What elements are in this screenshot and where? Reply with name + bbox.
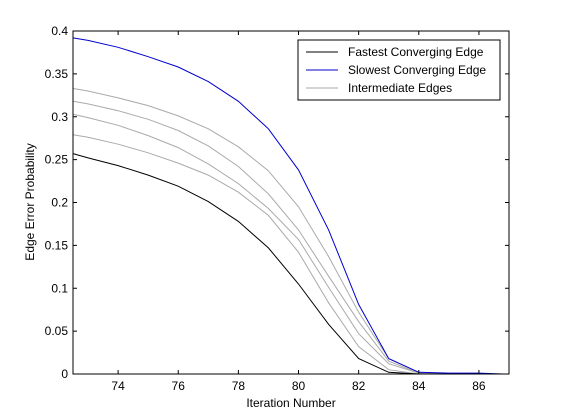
y-tick-label: 0.2: [51, 196, 68, 210]
legend: Fastest Converging Edge Slowest Convergin…: [297, 39, 501, 101]
y-tick-label: 0: [61, 367, 68, 381]
series-line-intermediate-edge-3: [72, 113, 479, 375]
y-tick-label: 0.15: [45, 238, 69, 252]
x-axis-label: Iteration Number: [246, 396, 335, 410]
legend-label: Intermediate Edges: [348, 81, 452, 95]
y-tick-label: 0.1: [51, 281, 68, 295]
x-tick-label: 74: [111, 379, 125, 393]
series-line-fastest-converging-edge: [72, 153, 479, 375]
y-tick-label: 0.3: [51, 110, 68, 124]
series-line-intermediate-edge-4: [72, 100, 479, 375]
y-tick-label: 0.4: [51, 24, 68, 38]
series-layer: [72, 37, 504, 375]
legend-label: Slowest Converging Edge: [348, 63, 486, 77]
plot-area-frame: [72, 30, 510, 375]
x-tick-label: 80: [292, 379, 306, 393]
y-axis-label: Edge Error Probability: [23, 143, 37, 260]
y-tick-label: 0.05: [45, 324, 69, 338]
y-tick-label: 0.25: [45, 153, 69, 167]
x-tick-label: 76: [172, 379, 186, 393]
legend-entries: Fastest Converging Edge Slowest Convergin…: [306, 45, 486, 95]
legend-label: Fastest Converging Edge: [348, 45, 484, 59]
ticks-layer: 74 76 78 80 82 84 86 0 0.05 0.1 0.15 0.2 0.25 0.3 0.35…: [45, 24, 509, 393]
series-line-slowest-converging-edge: [72, 37, 504, 375]
x-tick-label: 82: [352, 379, 366, 393]
y-tick-label: 0.35: [45, 67, 69, 81]
x-tick-label: 78: [232, 379, 246, 393]
x-tick-label: 86: [472, 379, 486, 393]
series-line-intermediate-edge-2: [72, 134, 479, 375]
x-tick-label: 84: [412, 379, 426, 393]
